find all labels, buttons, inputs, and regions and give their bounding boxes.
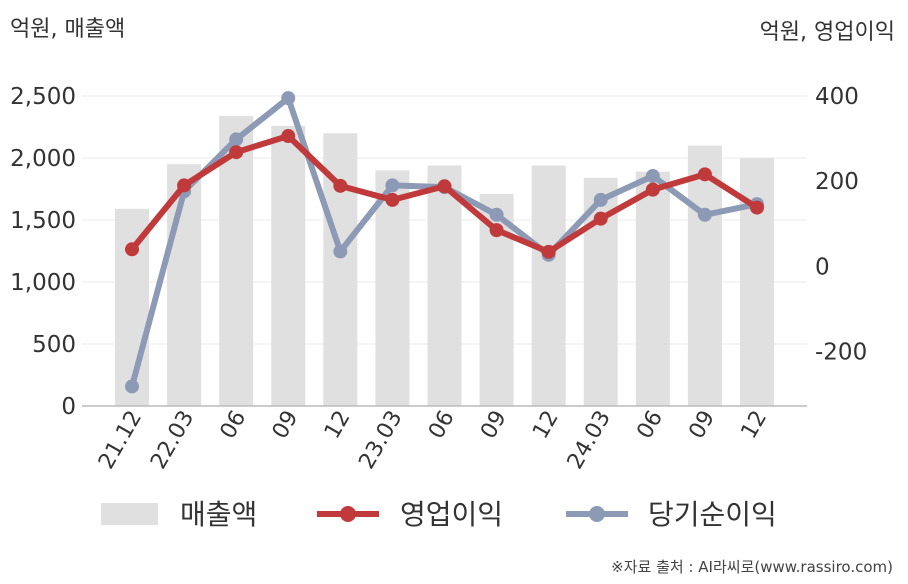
bar-0 bbox=[115, 208, 149, 406]
legend-swatch-revenue bbox=[101, 503, 158, 525]
legend-label-revenue: 매출액 bbox=[180, 498, 257, 531]
x-tick-1: 22.03 bbox=[146, 407, 199, 474]
left-tick-1: 500 bbox=[32, 332, 76, 358]
net-income-point-4 bbox=[333, 244, 348, 259]
x-tick-8: 12 bbox=[528, 407, 564, 444]
operating-profit-point-11 bbox=[697, 167, 712, 182]
legend-label-net-income: 당기순이익 bbox=[648, 498, 777, 531]
x-tick-7: 09 bbox=[476, 407, 512, 444]
x-tick-9: 24.03 bbox=[563, 407, 616, 474]
operating-profit-point-8 bbox=[541, 244, 556, 259]
x-tick-2: 06 bbox=[216, 407, 252, 444]
bar-6 bbox=[427, 165, 462, 406]
operating-profit-point-0 bbox=[125, 242, 139, 257]
net-income-point-7 bbox=[489, 207, 504, 222]
x-tick-3: 09 bbox=[268, 407, 304, 444]
left-tick-5: 2,500 bbox=[10, 84, 76, 110]
net-income-point-2 bbox=[229, 132, 244, 147]
bar-2 bbox=[219, 115, 254, 406]
right-tick-0: -200 bbox=[815, 339, 867, 365]
net-income-point-3 bbox=[281, 91, 296, 106]
legend-label-operating-profit: 영업이익 bbox=[400, 498, 503, 531]
right-tick-2: 200 bbox=[815, 169, 859, 195]
net-income-point-11 bbox=[697, 207, 712, 222]
profit-lines bbox=[125, 91, 764, 394]
net-income-point-10 bbox=[645, 169, 660, 184]
bar-5 bbox=[375, 170, 410, 406]
revenue-bars bbox=[115, 115, 774, 406]
right-axis-unit: 억원, 영업이익 bbox=[760, 20, 895, 45]
operating-profit-point-10 bbox=[645, 182, 660, 197]
operating-profit-point-1 bbox=[177, 178, 192, 193]
x-tick-12: 12 bbox=[737, 407, 773, 444]
source-note: ※자료 출처 : AI라씨로(www.rassiro.com) bbox=[611, 558, 893, 576]
left-axis-unit: 억원, 매출액 bbox=[10, 17, 125, 42]
left-tick-4: 2,000 bbox=[10, 146, 76, 172]
right-axis-ticks: -200 0 200 400 bbox=[815, 84, 867, 365]
operating-profit-point-2 bbox=[229, 145, 244, 160]
operating-profit-point-9 bbox=[593, 211, 608, 226]
left-axis-ticks: 0 500 1,000 1,500 2,000 2,500 bbox=[10, 84, 76, 420]
operating-profit-point-12 bbox=[750, 200, 764, 215]
net-income-point-0 bbox=[125, 379, 139, 394]
bar-3 bbox=[271, 125, 306, 406]
left-tick-0: 0 bbox=[61, 394, 76, 420]
x-tick-11: 09 bbox=[684, 407, 720, 444]
net-income-point-9 bbox=[593, 192, 608, 207]
operating-profit-point-4 bbox=[333, 178, 348, 193]
bar-1 bbox=[167, 164, 202, 406]
right-tick-3: 400 bbox=[815, 84, 859, 110]
bar-10 bbox=[635, 171, 670, 406]
legend: 매출액 영업이익 당기순이익 bbox=[101, 498, 777, 531]
x-tick-4: 12 bbox=[320, 407, 356, 444]
legend-marker-net-income bbox=[589, 506, 605, 522]
x-tick-10: 06 bbox=[632, 407, 668, 444]
bar-12 bbox=[740, 158, 774, 406]
operating-profit-point-6 bbox=[437, 179, 452, 194]
operating-profit-point-3 bbox=[281, 129, 296, 144]
right-tick-1: 0 bbox=[815, 254, 830, 280]
bar-11 bbox=[687, 145, 722, 406]
x-tick-0: 21.12 bbox=[94, 407, 147, 474]
operating-profit-point-5 bbox=[385, 192, 400, 207]
legend-marker-operating-profit bbox=[340, 506, 356, 522]
operating-profit-point-7 bbox=[489, 223, 504, 238]
net-income-point-5 bbox=[385, 178, 400, 193]
x-tick-5: 23.03 bbox=[354, 407, 407, 474]
bar-8 bbox=[531, 165, 566, 406]
left-tick-3: 1,500 bbox=[10, 208, 76, 234]
left-tick-2: 1,000 bbox=[10, 270, 76, 296]
x-tick-6: 06 bbox=[424, 407, 460, 444]
